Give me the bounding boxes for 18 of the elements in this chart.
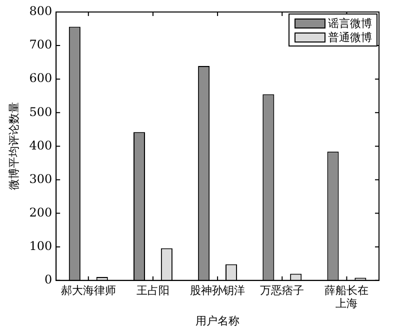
x-axis-title: 用户名称 [196, 314, 240, 328]
x-tick-label: 股神孙钥洋 [190, 284, 246, 297]
x-tick-label: 薛船长在上海 [324, 284, 369, 310]
y-tick-label: 500 [29, 104, 52, 119]
y-tick-label: 800 [29, 4, 52, 18]
y-tick-label: 600 [29, 71, 52, 86]
y-tick-label: 700 [29, 38, 52, 52]
y-tick-label: 100 [29, 238, 52, 253]
y-tick-label: 300 [29, 172, 52, 186]
y-tick-label: 0 [44, 272, 52, 287]
x-tick-label: 王占阳 [136, 284, 170, 297]
y-tick-label: 200 [29, 205, 52, 220]
legend-label: 谣言微博 [328, 16, 372, 30]
x-tick-label: 万恶痞子 [260, 284, 304, 297]
x-tick-label: 郝大海律师 [60, 284, 116, 297]
legend-label: 普通微博 [328, 30, 372, 44]
y-tick-label: 400 [29, 138, 52, 152]
y-axis-title: 微博平均评论数量 [7, 102, 20, 190]
